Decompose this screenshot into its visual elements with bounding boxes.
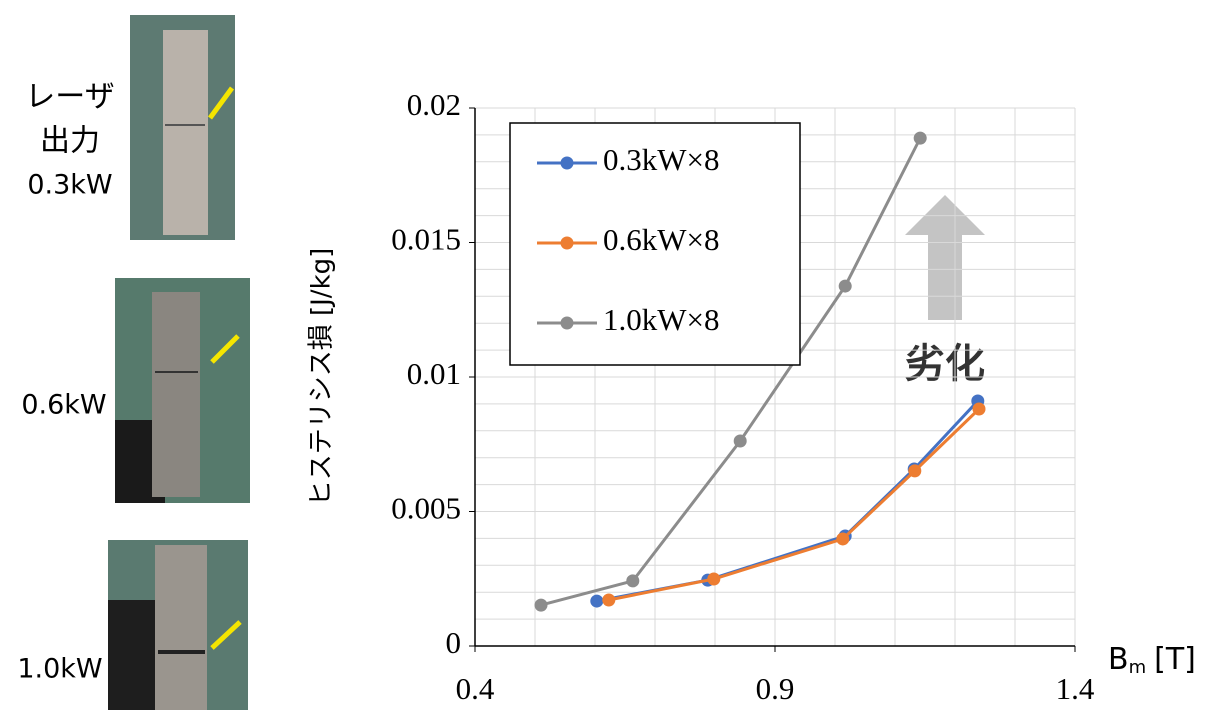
x-tick-label: 0.4 — [456, 671, 495, 706]
legend-marker — [561, 317, 574, 330]
data-point — [973, 403, 986, 416]
sample-label: 0.3kW — [27, 170, 112, 201]
side-heading: 出力 — [40, 124, 100, 159]
data-point — [590, 595, 603, 608]
data-point — [626, 574, 639, 587]
x-tick-label: 1.4 — [1056, 671, 1095, 706]
y-tick-label: 0.01 — [407, 356, 461, 391]
sample-photos — [108, 15, 250, 710]
y-tick-label: 0 — [446, 625, 462, 660]
x-axis-label: Bm [T] — [1108, 642, 1196, 679]
y-tick-label: 0.005 — [391, 491, 461, 526]
x-axis-label-part: [T] — [1154, 642, 1196, 677]
photo-ring — [155, 545, 207, 710]
y-tick-label: 0.015 — [391, 222, 461, 257]
x-tick-label: 0.9 — [756, 671, 795, 706]
photo-ring — [163, 30, 208, 235]
sample-label: 0.6kW — [21, 390, 106, 421]
photo-shadow — [108, 600, 158, 710]
x-axis-label-part: B — [1108, 642, 1129, 677]
page: レーザ 出力 0.3kW 0.6kW 1.0kW ヒステリシス損 [J/kg] … — [0, 0, 1229, 714]
data-point — [914, 132, 927, 145]
data-point — [707, 573, 720, 586]
annotation: 劣化 — [905, 341, 985, 387]
legend-marker — [561, 157, 574, 170]
data-point — [839, 280, 852, 293]
x-axis-label-part: m — [1129, 657, 1147, 678]
legend-label: 0.6kW×8 — [603, 222, 720, 257]
sample-label: 1.0kW — [17, 654, 102, 685]
legend-label: 0.3kW×8 — [603, 142, 720, 177]
data-point — [908, 464, 921, 477]
chart: 0 0.005 0.01 0.015 0.02 0.4 0.9 1.4 Bm [T] 0.3kW×8… — [391, 87, 1196, 706]
legend-marker — [561, 237, 574, 250]
series-line — [609, 409, 979, 600]
data-point — [535, 599, 548, 612]
y-tick-label: 0.02 — [407, 87, 461, 122]
photo-ring — [152, 292, 200, 497]
data-point — [602, 594, 615, 607]
y-axis-label: ヒステリシス損 [J/kg] — [307, 248, 337, 507]
side-heading: レーザ — [25, 80, 114, 115]
legend-label: 1.0kW×8 — [603, 302, 720, 337]
degradation-arrow — [905, 195, 985, 320]
data-point — [836, 532, 849, 545]
data-point — [734, 435, 747, 448]
